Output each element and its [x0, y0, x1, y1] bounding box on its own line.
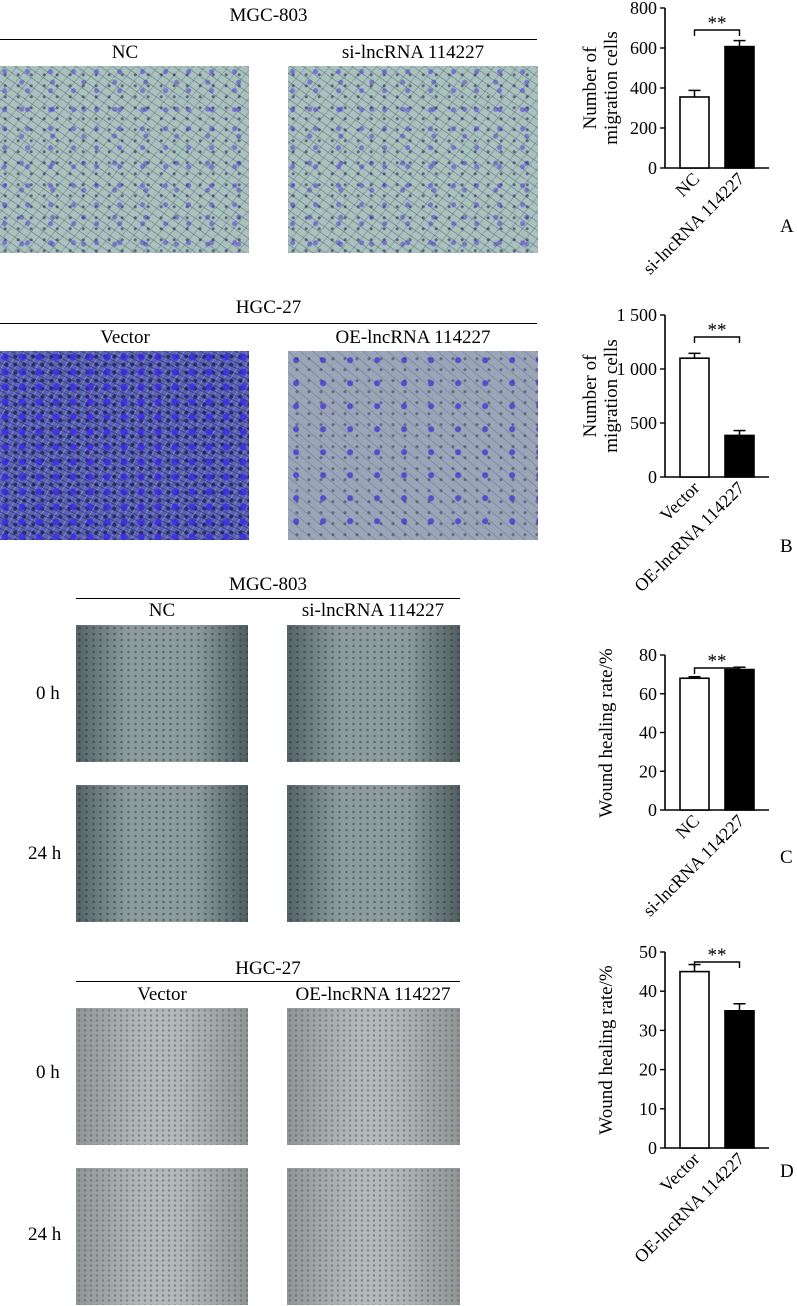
y-tick-label: 30: [639, 1020, 657, 1040]
bar-vector: [679, 357, 710, 478]
panel-a-letter: A: [780, 216, 794, 237]
panel-a-image-treatment: [288, 66, 538, 253]
panel-a-image-control: [0, 66, 249, 253]
panel-d-image-treatment-0h: [287, 1008, 460, 1145]
bar-nc: [679, 677, 710, 811]
bar-si-lncrna-114227: [724, 45, 755, 169]
y-tick-label: 80: [639, 645, 657, 665]
y-axis-title: Wound healing rate/%: [596, 965, 617, 1135]
y-tick-label: 10: [639, 1099, 657, 1119]
panel-c-timepoint-0h: 0 h: [36, 683, 60, 704]
panel-c-image-treatment-0h: [287, 625, 460, 762]
panel-c-cell-line-title: MGC-803: [228, 574, 308, 595]
panel-b-image-control: [0, 351, 249, 540]
y-tick-label: 600: [630, 38, 657, 58]
y-tick-label: 0: [648, 158, 657, 178]
significance-bracket: [693, 29, 741, 36]
y-tick-label: 500: [630, 413, 657, 433]
y-axis-title: Number ofmigration cells: [580, 339, 622, 452]
y-tick-label: 20: [639, 1060, 657, 1080]
y-tick-label: 0: [648, 1138, 657, 1158]
significance-bracket: [693, 667, 741, 674]
panel-d-letter: D: [780, 1161, 794, 1182]
significance-label: **: [708, 651, 727, 672]
bar-nc: [679, 96, 710, 169]
significance-bracket: [693, 336, 741, 343]
y-tick-label: 1 000: [617, 359, 658, 379]
panel-d-header-rule: [76, 981, 460, 982]
panel-d-timepoint-0h: 0 h: [36, 1062, 60, 1083]
bar-si-lncrna-114227: [724, 668, 755, 811]
panel-a-header-rule: [0, 39, 537, 40]
bar-vector: [679, 970, 710, 1149]
y-axis-title: Wound healing rate/%: [596, 648, 617, 818]
y-tick-label: 20: [639, 761, 657, 781]
y-tick-label: 800: [630, 0, 657, 18]
x-category-label: NC: [671, 169, 703, 201]
panel-d-group-label-control: Vector: [137, 984, 187, 1005]
y-tick-label: 200: [630, 118, 657, 138]
panel-b-group-label-treatment: OE-lncRNA 114227: [335, 327, 491, 348]
y-tick-label: 0: [648, 467, 657, 487]
panel-c-image-control-24h: [76, 785, 248, 922]
panel-a-cell-line-title: MGC-803: [229, 5, 308, 26]
panel-a-group-label-treatment: si-lncRNA 114227: [341, 42, 485, 63]
panel-d-image-control-24h: [76, 1168, 248, 1305]
y-tick-label: 40: [639, 723, 657, 743]
panel-c-timepoint-24h: 24 h: [28, 843, 62, 864]
panel-c-letter: C: [780, 847, 793, 868]
panel-a-group-label-control: NC: [111, 42, 139, 63]
panel-d-group-label-treatment: OE-lncRNA 114227: [295, 984, 451, 1005]
panel-c-group-label-control: NC: [148, 600, 176, 621]
panel-c-header-rule: [76, 598, 460, 599]
y-axis-title: Number ofmigration cells: [580, 31, 622, 144]
panel-c-image-control-0h: [76, 625, 248, 762]
panel-d-cell-line-title: HGC-27: [235, 958, 301, 979]
bar-oe-lncrna-114227: [724, 1010, 755, 1149]
panel-b-group-label-control: Vector: [100, 327, 150, 348]
y-tick-label: 400: [630, 78, 657, 98]
panel-b-letter: B: [780, 536, 793, 557]
significance-bracket: [693, 961, 741, 968]
x-category-label: NC: [671, 811, 703, 843]
panel-b-cell-line-title: HGC-27: [235, 297, 302, 318]
significance-label: **: [708, 945, 727, 966]
y-tick-label: 40: [639, 981, 657, 1001]
significance-label: **: [708, 320, 727, 341]
panel-c-group-label-treatment: si-lncRNA 114227: [301, 600, 445, 621]
significance-label: **: [708, 13, 727, 34]
panel-d-image-control-0h: [76, 1008, 248, 1145]
y-tick-label: 1 500: [617, 305, 658, 325]
y-tick-label: 60: [639, 684, 657, 704]
panel-d-image-treatment-24h: [287, 1168, 460, 1305]
panel-c-image-treatment-24h: [287, 785, 460, 922]
y-tick-label: 0: [648, 800, 657, 820]
panel-d-timepoint-24h: 24 h: [28, 1224, 62, 1245]
panel-b-header-rule: [0, 323, 537, 324]
y-tick-label: 50: [639, 942, 657, 962]
bar-oe-lncrna-114227: [724, 434, 755, 478]
panel-b-image-treatment: [288, 351, 538, 540]
